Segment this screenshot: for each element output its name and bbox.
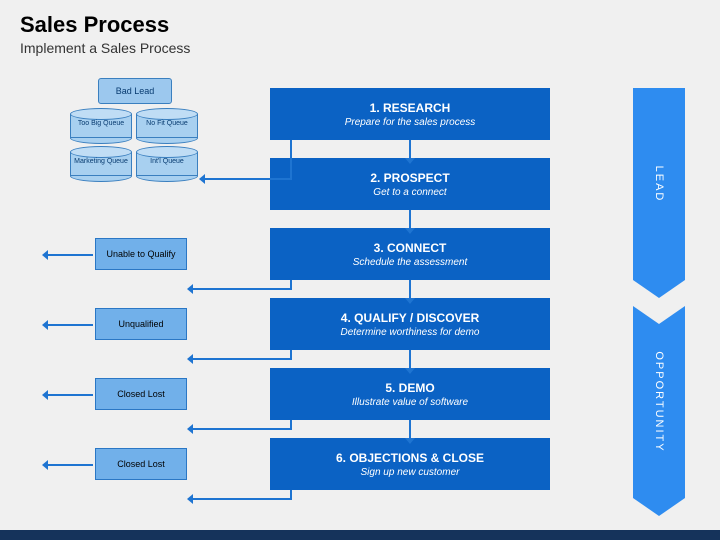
queue-cylinder-3: Int'l Queue — [136, 146, 198, 176]
stage-subtitle: Illustrate value of software — [352, 397, 468, 408]
connector — [290, 420, 292, 428]
stage-subtitle: Prepare for the sales process — [345, 117, 476, 128]
connector — [193, 498, 292, 500]
arrow-down-icon — [409, 140, 411, 158]
bottom-bar — [0, 530, 720, 540]
connector — [290, 350, 292, 358]
connector — [193, 358, 292, 360]
queue-cylinder-1: No Fit Queue — [136, 108, 198, 138]
queue-label: Marketing Queue — [70, 158, 132, 165]
rail-label: OPPORTUNITY — [653, 351, 665, 452]
exit-box-2: Closed Lost — [95, 378, 187, 410]
exit-box-3: Closed Lost — [95, 448, 187, 480]
connector — [193, 288, 292, 290]
stage-title: 1. RESEARCH — [370, 101, 451, 115]
connector — [205, 178, 292, 180]
stage-5: 5. DEMO Illustrate value of software — [270, 368, 550, 420]
queue-label: Int'l Queue — [136, 158, 198, 165]
connector — [193, 428, 292, 430]
arrow-down-icon — [409, 280, 411, 298]
stage-subtitle: Sign up new customer — [361, 467, 460, 478]
stage-title: 5. DEMO — [385, 381, 434, 395]
page-subtitle: Implement a Sales Process — [20, 40, 190, 56]
queue-cylinder-0: Too Big Queue — [70, 108, 132, 138]
connector — [290, 140, 292, 180]
connector — [48, 324, 93, 326]
queue-label: No Fit Queue — [136, 120, 198, 127]
arrow-down-icon — [409, 420, 411, 438]
arrow-down-icon — [409, 350, 411, 368]
stage-title: 6. OBJECTIONS & CLOSE — [336, 451, 484, 465]
rail-lead: LEAD — [633, 88, 685, 280]
connector — [48, 394, 93, 396]
connector — [290, 490, 292, 498]
connector — [48, 464, 93, 466]
exit-box-1: Unqualified — [95, 308, 187, 340]
stage-subtitle: Schedule the assessment — [353, 257, 468, 268]
stage-6: 6. OBJECTIONS & CLOSE Sign up new custome… — [270, 438, 550, 490]
queue-label: Too Big Queue — [70, 120, 132, 127]
connector — [48, 254, 93, 256]
stage-2: 2. PROSPECT Get to a connect — [270, 158, 550, 210]
stage-title: 4. QUALIFY / DISCOVER — [341, 311, 479, 325]
rail-opportunity: OPPORTUNITY — [633, 306, 685, 498]
stage-1: 1. RESEARCH Prepare for the sales process — [270, 88, 550, 140]
stage-3: 3. CONNECT Schedule the assessment — [270, 228, 550, 280]
page-title: Sales Process — [20, 12, 169, 38]
bad-lead-box: Bad Lead — [98, 78, 172, 104]
stage-subtitle: Determine worthiness for demo — [341, 327, 480, 338]
stage-4: 4. QUALIFY / DISCOVER Determine worthines… — [270, 298, 550, 350]
rail-label: LEAD — [653, 166, 665, 203]
arrow-down-icon — [409, 210, 411, 228]
stage-subtitle: Get to a connect — [373, 187, 446, 198]
stage-title: 3. CONNECT — [374, 241, 447, 255]
queue-cylinder-2: Marketing Queue — [70, 146, 132, 176]
exit-box-0: Unable to Qualify — [95, 238, 187, 270]
connector — [290, 280, 292, 288]
stage-title: 2. PROSPECT — [370, 171, 449, 185]
